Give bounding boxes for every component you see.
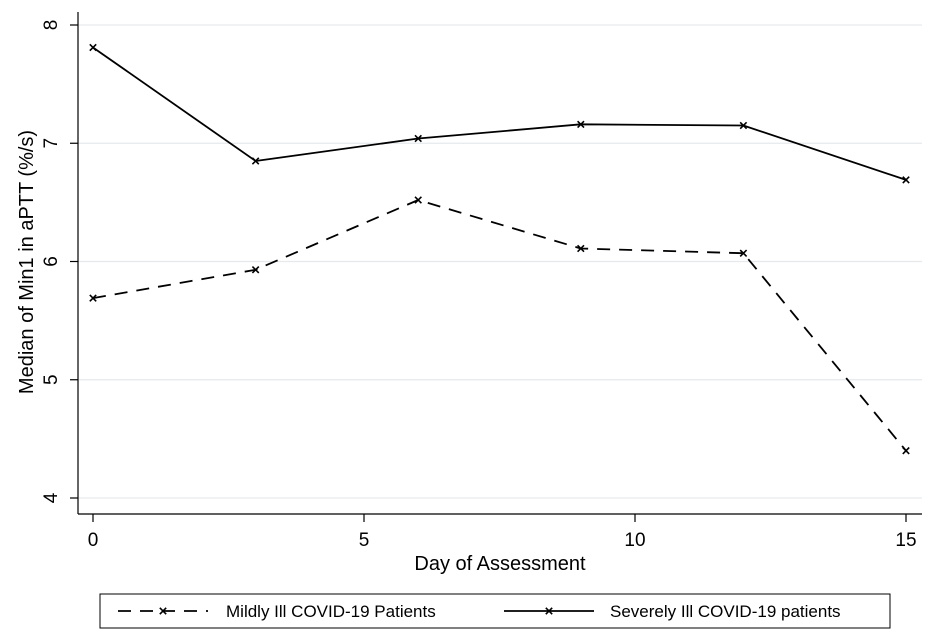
data-point (902, 176, 910, 184)
data-point (89, 294, 97, 302)
data-point (577, 120, 585, 129)
y-tick-label: 7 (41, 138, 62, 149)
legend-point-marker (545, 607, 553, 615)
series-line-severe (92, 46, 907, 181)
series (89, 43, 910, 455)
legend-marker-severe (545, 607, 553, 615)
y-tick-label: 5 (41, 374, 62, 385)
data-point (251, 266, 260, 274)
data-point (89, 43, 97, 52)
data-point (902, 446, 910, 455)
x-tick-label: 10 (624, 530, 645, 551)
data-point (414, 196, 422, 204)
legend-point-marker (159, 607, 167, 615)
y-ticks: 4 5 6 7 8 (41, 20, 78, 503)
legend: Mildly Ill COVID-19 Patients Severely Il… (99, 593, 891, 629)
x-tick-label: 5 (359, 530, 370, 551)
data-point (577, 244, 585, 253)
y-tick-label: 8 (41, 20, 62, 31)
legend-label-mild: Mildly Ill COVID-19 Patients (226, 602, 436, 621)
x-tick-label: 0 (88, 530, 99, 551)
legend-label-severe: Severely Ill COVID-19 patients (610, 602, 841, 621)
data-point (414, 134, 422, 143)
series-line-mild (92, 199, 907, 452)
x-ticks: 0 5 10 15 (88, 514, 917, 551)
axes (77, 12, 922, 515)
y-tick-label: 4 (41, 492, 62, 503)
x-axis-title: Day of Assessment (414, 553, 586, 575)
data-point (251, 157, 260, 165)
x-tick-label: 15 (895, 530, 916, 551)
data-point (739, 249, 748, 257)
gridlines (78, 24, 922, 499)
legend-marker-mild (159, 607, 167, 615)
legend-box (99, 593, 891, 629)
data-point (739, 121, 748, 130)
y-axis-title: Median of Min1 in aPTT (%/s) (16, 130, 38, 394)
y-tick-label: 6 (41, 256, 62, 267)
